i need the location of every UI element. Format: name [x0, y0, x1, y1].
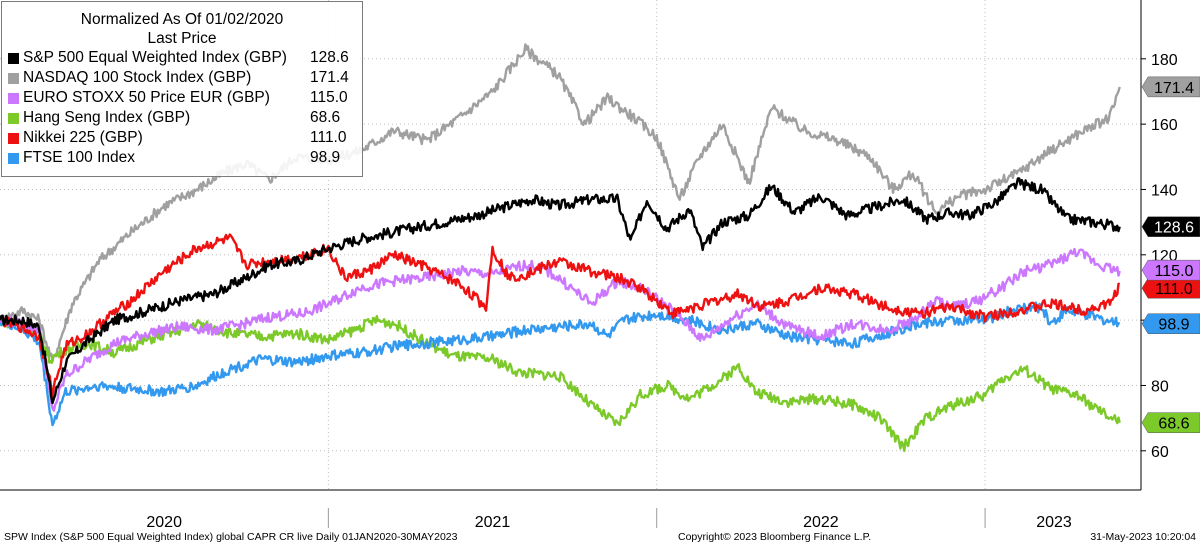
legend-series-value: 171.4	[310, 69, 349, 86]
legend-series-value: 111.0	[310, 129, 347, 146]
series-line	[0, 177, 1121, 405]
x-tick-label: 2022	[803, 514, 839, 531]
legend-swatch	[8, 132, 19, 144]
y-tick-label: 160	[1151, 117, 1178, 134]
series-line	[0, 314, 1121, 453]
series-line	[0, 43, 1121, 363]
tag-shape	[1141, 313, 1200, 334]
series-line	[0, 247, 1121, 412]
y-tick-label: 60	[1151, 444, 1169, 461]
legend-series-value: 98.9	[310, 149, 341, 166]
series-lines	[0, 43, 1121, 453]
legend-subtitle: Last Price	[147, 30, 217, 47]
legend-series-name: EURO STOXX 50 Price EUR (GBP)	[23, 89, 270, 106]
legend-entry: Nikkei 225 (GBP) 111.0	[2, 128, 362, 148]
legend-entry: EURO STOXX 50 Price EUR (GBP) 115.0	[2, 88, 362, 108]
x-tick-label: 2023	[1036, 514, 1072, 531]
x-tick-label: 2021	[475, 514, 511, 531]
legend-series-name: NASDAQ 100 Stock Index (GBP)	[23, 69, 252, 86]
tag-value: 171.4	[1154, 80, 1194, 97]
tag-value: 111.0	[1155, 281, 1193, 298]
footer-timestamp: 31-May-2023 10:20:04	[1090, 531, 1196, 543]
last-value-tag: 111.0	[1141, 277, 1200, 299]
x-axis: 2020 2021 2022 2023	[0, 489, 1141, 531]
series-line	[0, 233, 1121, 399]
legend-title: Normalized As Of 01/02/2020	[80, 11, 284, 28]
tag-shape	[1141, 259, 1200, 281]
tag-shape	[1141, 277, 1200, 299]
y-tick-label: 80	[1151, 378, 1169, 395]
tag-value: 68.6	[1158, 416, 1189, 433]
last-value-tag: 98.9	[1141, 313, 1200, 334]
legend-entry: FTSE 100 Index 98.9	[2, 148, 362, 168]
last-value-tag: 171.4	[1141, 76, 1200, 98]
x-tick-label: 2020	[146, 514, 182, 531]
legend-swatch	[8, 52, 19, 64]
legend-swatch	[8, 92, 19, 104]
legend-entry: S&P 500 Equal Weighted Index (GBP) 128.6	[2, 48, 362, 68]
legend-series-value: 128.6	[310, 49, 349, 66]
legend-series-value: 68.6	[310, 109, 341, 126]
tag-value: 115.0	[1155, 263, 1194, 280]
series-line	[0, 301, 1121, 427]
legend-series-name: Nikkei 225 (GBP)	[23, 129, 143, 146]
legend-swatch	[8, 72, 19, 84]
legend-swatch	[8, 112, 19, 124]
tag-value: 128.6	[1154, 220, 1194, 237]
y-tick-label: 140	[1151, 182, 1178, 199]
legend-box: Normalized As Of 01/02/2020 Last Price S…	[1, 1, 363, 177]
footer-source: SPW Index (S&P 500 Equal Weighted Index)…	[4, 531, 458, 543]
legend-series-value: 115.0	[310, 89, 348, 106]
footer-copyright: Copyright© 2023 Bloomberg Finance L.P.	[678, 531, 872, 543]
y-tick-label: 180	[1151, 52, 1178, 69]
legend-entry: Hang Seng Index (GBP) 68.6	[2, 108, 362, 128]
last-value-tag: 128.6	[1141, 216, 1200, 237]
legend-entry: NASDAQ 100 Stock Index (GBP) 171.4	[2, 68, 362, 88]
last-value-tag: 115.0	[1141, 259, 1200, 281]
tag-value: 98.9	[1158, 317, 1189, 334]
legend-series-name: S&P 500 Equal Weighted Index (GBP)	[23, 49, 287, 66]
grid	[0, 0, 1141, 490]
tag-shape	[1141, 76, 1200, 98]
tag-shape	[1141, 216, 1200, 237]
legend-series-name: FTSE 100 Index	[23, 149, 136, 166]
last-value-tag: 68.6	[1141, 412, 1200, 433]
legend-swatch	[8, 152, 19, 164]
legend-series-name: Hang Seng Index (GBP)	[23, 109, 191, 126]
tag-shape	[1141, 412, 1200, 433]
